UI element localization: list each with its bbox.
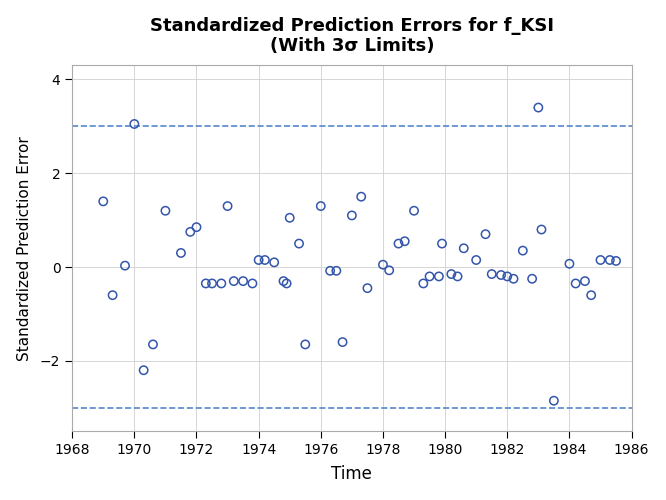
Point [281,280,292,287]
Point [486,270,497,278]
Point [384,266,394,274]
Point [120,262,131,270]
Point [480,230,491,238]
Point [496,271,506,279]
Point [294,240,304,248]
Point [316,202,326,210]
Point [247,280,258,287]
Point [393,240,404,248]
Point [549,396,559,404]
Point [139,366,149,374]
Point [191,223,202,231]
Point [570,280,581,287]
Title: Standardized Prediction Errors for f_KSI
(With 3σ Limits): Standardized Prediction Errors for f_KSI… [150,16,554,56]
Point [437,240,448,248]
Point [533,104,543,112]
Point [238,277,248,285]
Point [418,280,429,287]
Point [331,267,342,275]
Point [595,256,606,264]
Point [278,277,289,285]
Point [337,338,348,346]
Point [508,275,519,283]
Point [356,192,366,200]
Point [502,272,513,280]
Point [564,260,575,268]
Point [362,284,373,292]
Point [409,207,420,215]
Point [98,198,109,205]
Point [579,277,590,285]
Point [216,280,226,287]
Point [471,256,482,264]
Point [517,246,528,254]
Point [458,244,469,252]
Point [452,272,463,280]
Point [253,256,264,264]
Point [325,267,336,275]
Point [284,214,295,222]
Point [586,291,597,299]
Point [446,270,457,278]
Point [260,256,270,264]
Point [346,212,357,220]
Point [228,277,239,285]
Point [378,260,388,268]
Point [148,340,159,348]
Point [434,272,444,280]
Point [536,226,547,234]
Point [129,120,140,128]
Point [107,291,118,299]
Point [222,202,233,210]
Point [424,272,435,280]
Point [400,237,410,245]
Point [611,257,621,265]
Point [300,340,310,348]
Point [269,258,280,266]
Point [185,228,196,236]
Point [206,280,217,287]
X-axis label: Time: Time [332,466,372,483]
Point [605,256,615,264]
Point [200,280,211,287]
Point [527,275,537,283]
Y-axis label: Standardized Prediction Error: Standardized Prediction Error [17,136,32,360]
Point [160,207,170,215]
Point [176,249,186,257]
